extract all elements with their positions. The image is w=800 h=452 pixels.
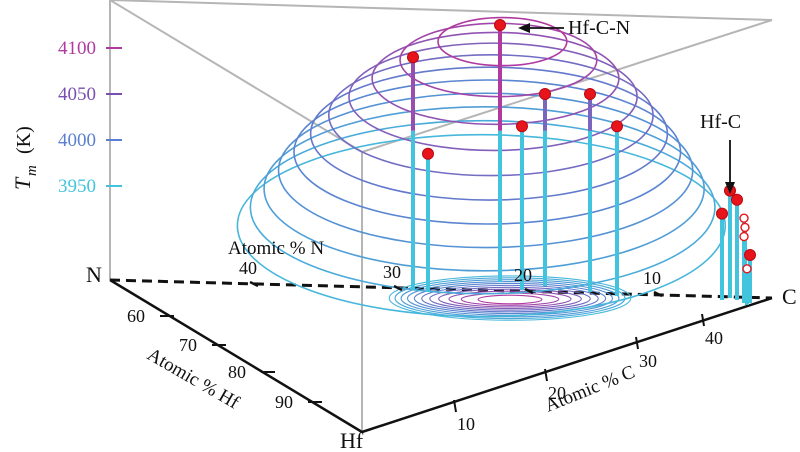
data-point (494, 19, 506, 31)
base-contour-ring (429, 286, 591, 311)
data-point-open (739, 213, 749, 223)
edge-n-hf (109, 278, 363, 434)
y-tick-label: 4000 (58, 130, 96, 151)
axis-title-n: Atomic % N (228, 238, 324, 259)
y-tick-label: 4100 (58, 38, 96, 59)
data-point (422, 147, 434, 160)
data-point-group (742, 264, 752, 305)
contour-ring (371, 31, 620, 126)
hf-axis-tick-label: 80 (228, 362, 246, 382)
y-axis-unit: (K) (13, 126, 35, 154)
contour-ring (309, 66, 669, 201)
y-axis-symbol: T (10, 176, 35, 190)
hf-axis-tick-label: 70 (179, 335, 197, 355)
base-contour-ring (394, 277, 626, 320)
elevated-contours (236, 16, 727, 318)
data-point (539, 88, 551, 100)
contour-ring (249, 119, 716, 295)
n-axis-tick (653, 290, 663, 298)
corner-label-n: N (86, 262, 102, 287)
data-point-group (744, 249, 756, 303)
data-point-group (422, 147, 434, 292)
contour-ring (236, 133, 727, 318)
arrowhead-hf-c (725, 182, 735, 194)
data-point-group (516, 120, 528, 290)
y-axis-subscript: m (24, 165, 40, 176)
data-point-open (739, 231, 749, 242)
contour-ring (327, 53, 654, 177)
c-axis-tick-label: 10 (457, 414, 475, 434)
n-axis-tick-label: 10 (643, 268, 661, 288)
c-axis-tick (453, 399, 457, 413)
n-axis-tick (524, 287, 534, 295)
data-point-open (740, 222, 750, 233)
c-axis-tick (701, 313, 705, 327)
data-point-group (584, 88, 596, 292)
data-point (407, 51, 419, 64)
data-point-group (539, 88, 551, 286)
n-axis-tick (393, 284, 403, 292)
frame-edge (109, 0, 773, 21)
contour-ring (293, 79, 682, 225)
data-point (744, 249, 756, 261)
data-point (584, 88, 596, 100)
data-point-group (731, 193, 743, 300)
corner-label-c: C (782, 284, 797, 309)
c-axis-tick-label: 40 (705, 328, 723, 348)
n-axis-tick-label: 40 (239, 258, 257, 278)
c-axis-tick-label: 30 (639, 351, 657, 371)
base-contour-ring (438, 288, 582, 310)
data-stems (407, 19, 756, 305)
hf-axis-tick-label: 90 (275, 392, 293, 412)
c-axis-tick (544, 368, 548, 382)
data-point-group (716, 207, 728, 300)
c-axis-tick (635, 336, 639, 350)
hf-axis-tick-label: 60 (127, 306, 145, 326)
n-axis-tick-label: 20 (514, 265, 532, 285)
n-axis-tick-label: 30 (383, 262, 401, 282)
contour-ring (348, 42, 638, 152)
base-contour-ring (448, 290, 572, 308)
y-tick-label: 4050 (58, 84, 96, 105)
n-axis-tick (249, 280, 259, 288)
data-point (731, 193, 743, 206)
corner-label-hf: Hf (340, 428, 364, 452)
box-frame (109, 0, 773, 432)
arrowhead-hf-c-n (518, 23, 530, 33)
base-contour-ring (400, 279, 620, 318)
contour-ring (263, 106, 705, 272)
annotation-hf-c: Hf-C (700, 111, 741, 133)
data-point (716, 207, 728, 220)
data-point (516, 120, 528, 133)
contour-ring (437, 16, 568, 67)
data-point-group (611, 120, 623, 296)
contour-ring (277, 92, 694, 249)
base-contour-ring (413, 282, 607, 315)
composition-axes: 40 30 20 10 60 70 80 90 10 20 30 40 (127, 258, 723, 434)
base-contour-ring (421, 284, 599, 313)
temperature-axis: 3950 4000 4050 4100 (58, 0, 774, 298)
frame-edge (109, 0, 363, 153)
y-tick-label: 3950 (58, 176, 96, 197)
base-contour-ring (477, 294, 543, 305)
data-point-group (494, 19, 506, 282)
base-triangle (109, 278, 773, 434)
base-contours (388, 275, 632, 321)
data-point-group (407, 51, 419, 290)
data-point-open (742, 264, 752, 274)
annotation-hf-c-n: Hf-C-N (568, 17, 630, 39)
y-axis-title: T m (K) (10, 126, 40, 190)
c-axis-tick-label: 20 (548, 383, 566, 403)
data-point (611, 120, 623, 133)
